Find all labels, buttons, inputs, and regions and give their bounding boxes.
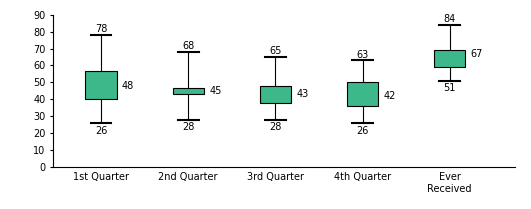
- Bar: [434, 50, 465, 67]
- Text: 67: 67: [470, 49, 483, 59]
- Text: 26: 26: [95, 126, 107, 136]
- Text: 51: 51: [443, 83, 456, 93]
- Text: 42: 42: [383, 91, 396, 101]
- Text: 48: 48: [122, 81, 134, 91]
- Bar: [85, 71, 117, 99]
- Bar: [260, 86, 291, 103]
- Text: 26: 26: [356, 126, 369, 136]
- Text: 65: 65: [269, 46, 281, 56]
- Text: 84: 84: [443, 14, 456, 24]
- Text: 63: 63: [356, 50, 369, 60]
- Text: 78: 78: [95, 24, 107, 34]
- Text: 28: 28: [182, 122, 194, 132]
- Bar: [347, 82, 378, 106]
- Text: 28: 28: [269, 122, 281, 132]
- Text: 68: 68: [182, 41, 194, 51]
- Text: 45: 45: [209, 86, 221, 96]
- Bar: [173, 88, 204, 94]
- Text: 43: 43: [296, 89, 309, 99]
